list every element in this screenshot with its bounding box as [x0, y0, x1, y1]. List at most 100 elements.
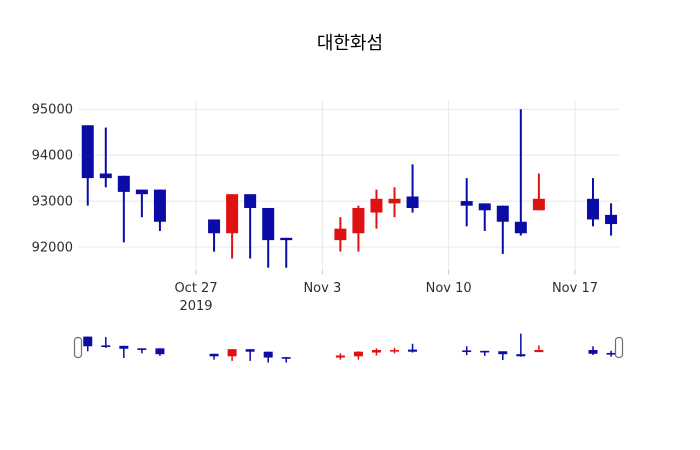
candle-2019-11-15[interactable]: [532, 173, 545, 211]
candle-body: [334, 228, 347, 241]
candle-2019-11-08[interactable]: [406, 164, 419, 213]
candle-2019-11-01-mini: [281, 357, 291, 363]
candle-body: [498, 351, 508, 355]
x-tick-label: Oct 27: [174, 281, 217, 296]
candle-body: [99, 173, 112, 179]
candle-2019-11-06[interactable]: [370, 189, 383, 229]
candle-2019-11-18-mini: [588, 346, 598, 356]
x-tick-label: Nov 10: [426, 281, 472, 296]
y-tick-label: 92000: [32, 241, 73, 256]
x-tick-label: Nov 17: [552, 281, 598, 296]
candle-body: [81, 125, 94, 179]
candle-2019-11-14[interactable]: [514, 109, 527, 236]
chart-title: 대한화섬: [317, 33, 383, 54]
candle-body: [101, 345, 111, 348]
candle-2019-11-12-mini: [480, 350, 490, 356]
candle-body: [117, 175, 130, 192]
candle-body: [227, 349, 237, 357]
y-axis-tick-labels: 92000 93000 94000 95000: [32, 103, 73, 256]
candle-2019-10-28[interactable]: [208, 219, 221, 252]
candle-body: [514, 221, 527, 234]
candle-body: [516, 354, 526, 357]
candle-2019-11-13[interactable]: [496, 205, 509, 254]
candle-body: [462, 350, 472, 353]
candle-body: [406, 196, 419, 208]
candle-2019-10-30-mini: [245, 349, 255, 361]
candle-body: [353, 351, 363, 357]
candle-body: [209, 353, 219, 357]
candle-2019-11-18[interactable]: [587, 178, 600, 227]
candle-2019-10-24[interactable]: [135, 189, 148, 218]
candle-2019-10-21[interactable]: [81, 125, 94, 206]
candle-body: [496, 205, 509, 222]
candle-body: [153, 189, 166, 222]
candle-body: [262, 207, 275, 241]
rangeslider-left-handle[interactable]: [73, 336, 83, 359]
candle-body: [478, 203, 491, 211]
candle-2019-10-24-mini: [137, 348, 147, 354]
candle-body: [335, 355, 345, 358]
candle-body: [408, 349, 418, 352]
candle-2019-11-05[interactable]: [352, 205, 365, 252]
candle-2019-11-11-mini: [462, 346, 472, 356]
candle-body: [119, 345, 129, 349]
candle-2019-10-22[interactable]: [99, 127, 112, 188]
rangeslider-right-handle[interactable]: [614, 336, 624, 359]
candle-body: [532, 198, 545, 211]
candle-2019-11-06-mini: [371, 348, 381, 356]
candle-2019-11-04[interactable]: [334, 217, 347, 252]
candle-body: [245, 349, 255, 352]
candle-2019-11-12[interactable]: [478, 203, 491, 231]
candle-2019-11-19[interactable]: [605, 203, 618, 236]
rangeslider[interactable]: [73, 333, 624, 363]
candle-body: [388, 198, 401, 204]
candle-body: [480, 350, 490, 353]
candle-2019-10-23-mini: [119, 345, 129, 358]
candle-2019-11-07[interactable]: [388, 187, 401, 218]
candle-2019-11-07-mini: [390, 347, 400, 354]
candle-body: [83, 336, 93, 347]
candle-2019-11-01[interactable]: [280, 237, 293, 268]
candle-body: [371, 350, 381, 353]
candle-2019-10-30[interactable]: [244, 194, 257, 259]
candle-2019-10-22-mini: [101, 337, 111, 348]
candle-body: [281, 357, 291, 359]
candle-2019-11-08-mini: [408, 343, 418, 353]
candle-body: [352, 207, 365, 234]
candle-body: [244, 194, 257, 208]
x-tick-label: Nov 3: [303, 281, 341, 296]
candle-2019-10-31[interactable]: [262, 207, 275, 268]
candle-body: [280, 237, 293, 241]
candle-body: [155, 348, 165, 355]
candle-2019-11-11[interactable]: [460, 178, 473, 227]
candle-body: [263, 351, 273, 358]
candle-body: [208, 219, 221, 234]
candle-2019-10-29-mini: [227, 349, 237, 361]
y-tick-label: 93000: [32, 195, 73, 210]
candle-body: [135, 189, 148, 195]
y-tick-label: 94000: [32, 149, 73, 164]
candle-2019-11-15-mini: [534, 345, 544, 353]
candle-2019-10-28-mini: [209, 353, 219, 360]
candle-body: [587, 198, 600, 220]
candle-body: [137, 348, 147, 350]
candle-2019-11-04-mini: [335, 353, 345, 360]
candle-2019-10-25[interactable]: [153, 189, 166, 231]
candles-series[interactable]: [81, 109, 618, 268]
candle-2019-10-31-mini: [263, 351, 273, 363]
y-tick-label: 95000: [32, 103, 73, 118]
x-axis-tick-labels: Oct 27 2019 Nov 3 Nov 10 Nov 17: [174, 281, 598, 314]
candle-2019-10-21-mini: [83, 336, 93, 352]
candle-2019-10-29[interactable]: [226, 194, 239, 259]
candle-body: [226, 194, 239, 234]
candle-body: [370, 198, 383, 213]
candle-body: [390, 350, 400, 352]
candle-body: [605, 214, 618, 225]
candle-2019-10-25-mini: [155, 348, 165, 356]
candle-2019-10-23[interactable]: [117, 175, 130, 243]
gridlines: [78, 100, 619, 275]
candle-2019-11-13-mini: [498, 351, 508, 361]
candle-2019-11-05-mini: [353, 351, 363, 360]
